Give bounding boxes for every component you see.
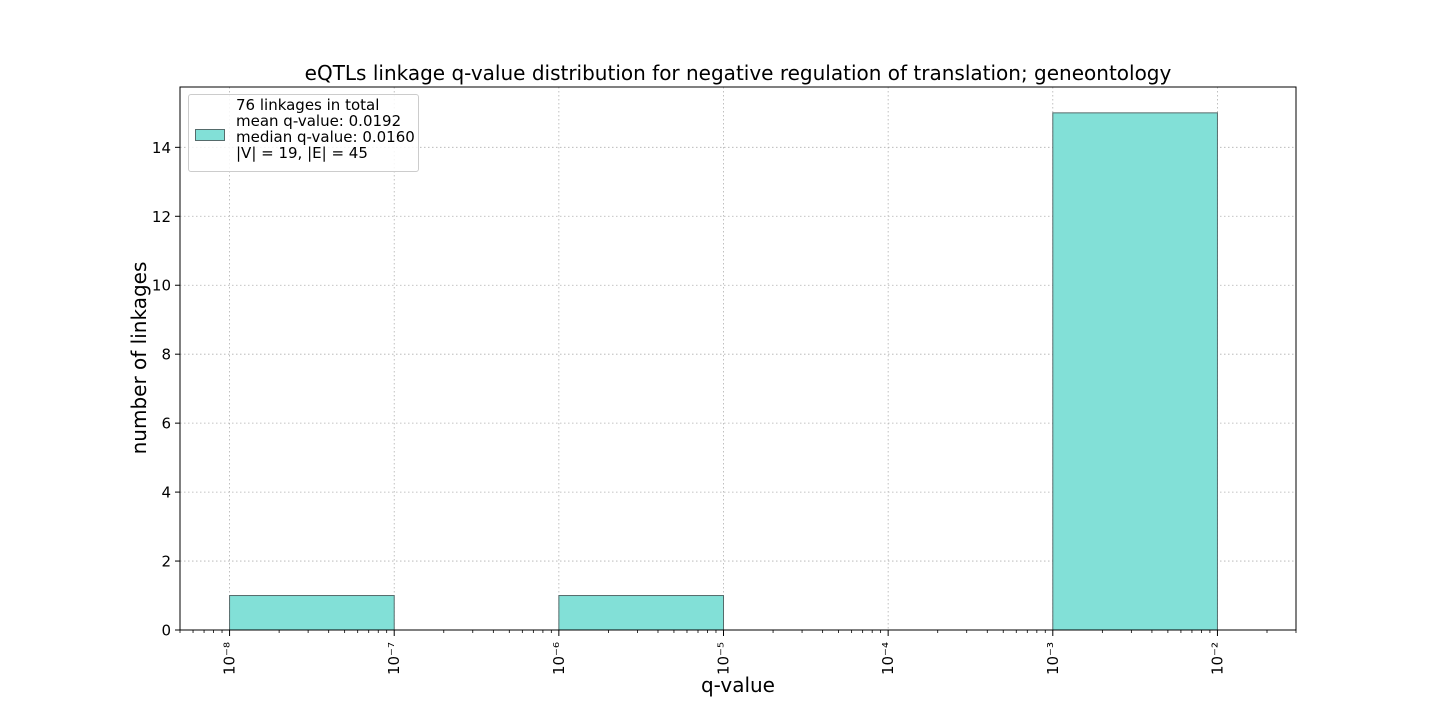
x-tick-label: 10⁻⁴ <box>879 642 897 675</box>
x-tick-label: 10⁻⁵ <box>715 642 733 675</box>
x-tick-label: 10⁻⁶ <box>550 642 568 675</box>
y-tick-label: 0 <box>161 622 171 640</box>
y-tick-label: 4 <box>161 484 171 502</box>
legend-line-median: median q-value: 0.0160 <box>236 128 415 146</box>
legend-text: 76 linkages in total mean q-value: 0.019… <box>236 97 415 161</box>
histogram-bar <box>1052 112 1218 631</box>
y-tick-label: 6 <box>161 415 171 433</box>
y-tick-label: 2 <box>161 553 171 571</box>
histogram-bar <box>558 595 725 631</box>
x-tick-label: 10⁻⁷ <box>385 642 403 675</box>
y-tick-label: 12 <box>152 208 171 226</box>
y-axis-label: number of linkages <box>127 262 151 455</box>
x-tick-label: 10⁻³ <box>1044 642 1062 675</box>
legend-line-graph-size: |V| = 19, |E| = 45 <box>236 144 368 162</box>
x-axis-label: q-value <box>701 673 775 697</box>
x-axis: 10⁻⁸ 10⁻⁷ 10⁻⁶ 10⁻⁵ 10⁻⁴ 10⁻³ 10⁻² <box>179 630 1297 675</box>
y-axis: 0 2 4 6 8 10 12 14 <box>152 139 180 640</box>
legend-line-mean: mean q-value: 0.0192 <box>236 112 402 130</box>
y-tick-label: 10 <box>152 277 171 295</box>
x-tick-label: 10⁻² <box>1208 642 1226 675</box>
legend-line-total: 76 linkages in total <box>236 96 380 114</box>
y-tick-label: 14 <box>152 139 171 157</box>
chart-title: eQTLs linkage q-value distribution for n… <box>305 61 1172 85</box>
legend-swatch <box>195 129 225 141</box>
histogram-bar <box>229 595 395 631</box>
y-tick-label: 8 <box>161 346 171 364</box>
legend: 76 linkages in total mean q-value: 0.019… <box>188 94 419 172</box>
plot-frame <box>179 86 1297 631</box>
x-tick-label: 10⁻⁸ <box>221 642 239 675</box>
bars-group <box>229 112 1218 631</box>
